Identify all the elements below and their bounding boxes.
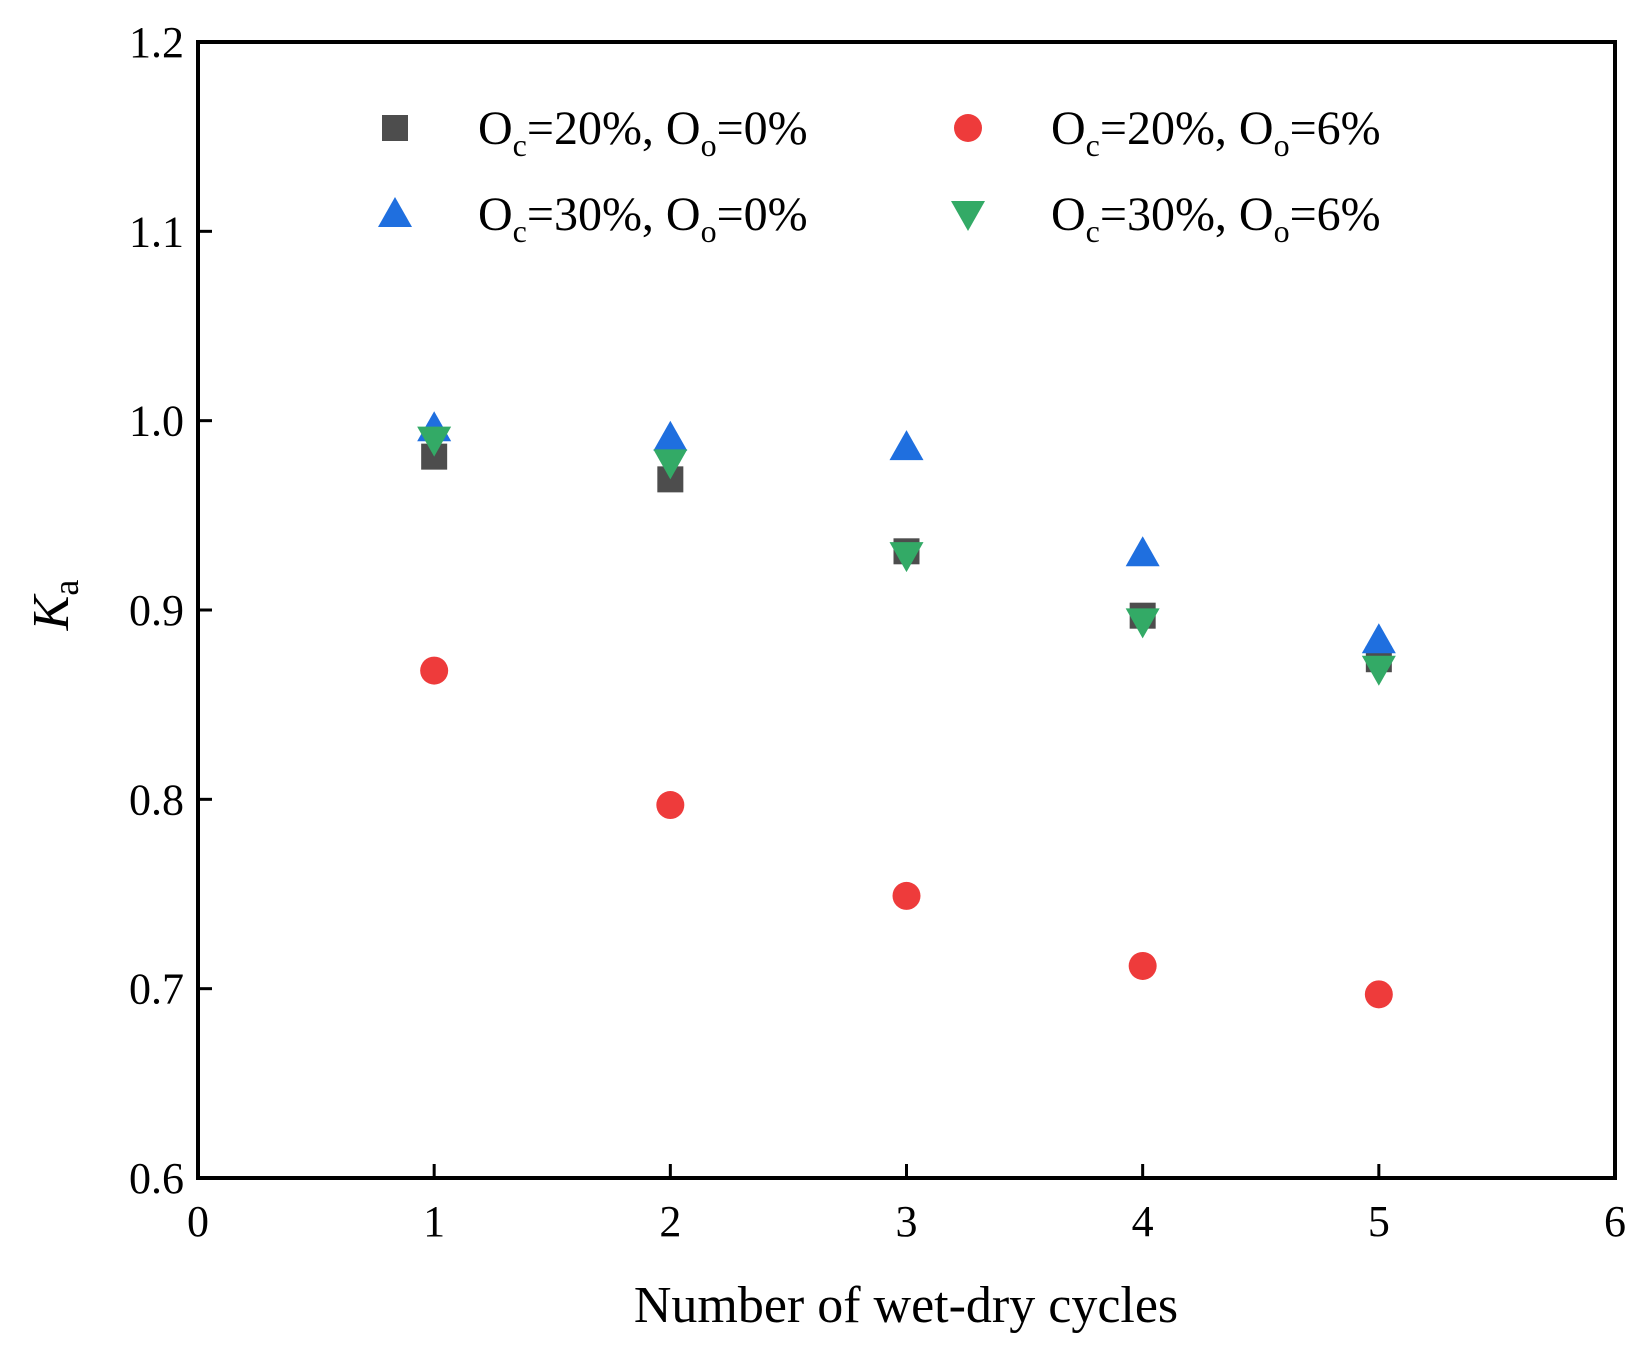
data-point [656, 791, 685, 820]
legend-label: Oc=30%, Oo=0% [478, 188, 808, 249]
y-tick-label: 0.7 [129, 965, 184, 1014]
y-axis-title-sub: a [46, 580, 86, 596]
legend-label-part: =6% [1290, 102, 1381, 155]
legend-label-part: O [478, 188, 513, 241]
data-point [417, 426, 452, 457]
x-axis: 0 1 2 3 4 5 6 [187, 1164, 1626, 1246]
legend-label-subscript: c [513, 127, 527, 163]
x-tick-label: 5 [1368, 1197, 1390, 1246]
data-point [1364, 980, 1393, 1009]
data-point [1125, 608, 1160, 639]
x-tick-label: 3 [896, 1197, 918, 1246]
legend-label-subscript: c [1086, 213, 1100, 249]
data-point [1125, 536, 1160, 567]
legend-item: Oc=30%, Oo=0% [378, 188, 808, 249]
legend-label-part: =20%, O [1100, 102, 1274, 155]
legend-label: Oc=30%, Oo=6% [1051, 188, 1381, 249]
y-tick-label: 0.9 [129, 586, 184, 635]
legend-marker-triangle-up [378, 197, 412, 227]
y-axis: 0.6 0.7 0.8 0.9 1.0 1.1 1.2 [129, 18, 212, 1203]
legend-item: Oc=20%, Oo=0% [382, 102, 808, 163]
data-point [1361, 623, 1396, 654]
legend-label-part: =0% [717, 188, 808, 241]
legend-label-part: =30%, O [527, 188, 701, 241]
data-point [1361, 655, 1396, 686]
legend-marker-triangle-down [951, 201, 985, 231]
x-axis-title: Number of wet-dry cycles [634, 1277, 1178, 1334]
legend-label-subscript: c [513, 213, 527, 249]
y-tick-label: 1.0 [129, 397, 184, 446]
legend-label-part: O [478, 102, 513, 155]
data-point [892, 881, 921, 910]
legend-label-subscript: o [1274, 213, 1290, 249]
y-tick-label: 1.2 [129, 18, 184, 67]
legend-label-part: =30%, O [1100, 188, 1274, 241]
legend-label: Oc=20%, Oo=0% [478, 102, 808, 163]
legend-label-part: O [1051, 102, 1086, 155]
legend-label-part: O [1051, 188, 1086, 241]
series-circle [420, 656, 1393, 1009]
data-point [653, 449, 688, 480]
data-point [889, 430, 924, 461]
legend-marker-square [382, 115, 408, 141]
data-point [889, 542, 924, 573]
data-point [420, 656, 449, 685]
x-tick-label: 0 [187, 1197, 209, 1246]
y-axis-title-main: K [23, 593, 80, 631]
x-tick-label: 4 [1132, 1197, 1154, 1246]
y-tick-label: 0.6 [129, 1154, 184, 1203]
series-triangle-down [417, 426, 1396, 686]
legend-label-part: =0% [717, 102, 808, 155]
legend-label-subscript: o [701, 127, 717, 163]
plot-frame [196, 40, 1617, 1180]
data-point [653, 420, 688, 451]
x-tick-label: 1 [423, 1197, 445, 1246]
y-tick-label: 1.1 [129, 207, 184, 256]
data-points [417, 411, 1396, 1009]
x-tick-label: 2 [659, 1197, 681, 1246]
y-axis-title: Ka [23, 580, 86, 632]
legend-label-subscript: c [1086, 127, 1100, 163]
data-point [1128, 951, 1157, 980]
legend-item: Oc=30%, Oo=6% [951, 188, 1381, 249]
x-tick-label: 6 [1604, 1197, 1626, 1246]
legend-label-subscript: o [1274, 127, 1290, 163]
legend-item: Oc=20%, Oo=6% [954, 102, 1381, 163]
legend-label-part: =6% [1290, 188, 1381, 241]
legend-label-part: =20%, O [527, 102, 701, 155]
y-tick-label: 0.8 [129, 775, 184, 824]
series-triangle-up [417, 411, 1396, 654]
legend-label: Oc=20%, Oo=6% [1051, 102, 1381, 163]
legend-marker-circle [954, 114, 982, 142]
legend: Oc=20%, Oo=0% Oc=20%, Oo=6%Oc=30%, Oo=0% O… [378, 102, 1381, 249]
legend-label-subscript: o [701, 213, 717, 249]
